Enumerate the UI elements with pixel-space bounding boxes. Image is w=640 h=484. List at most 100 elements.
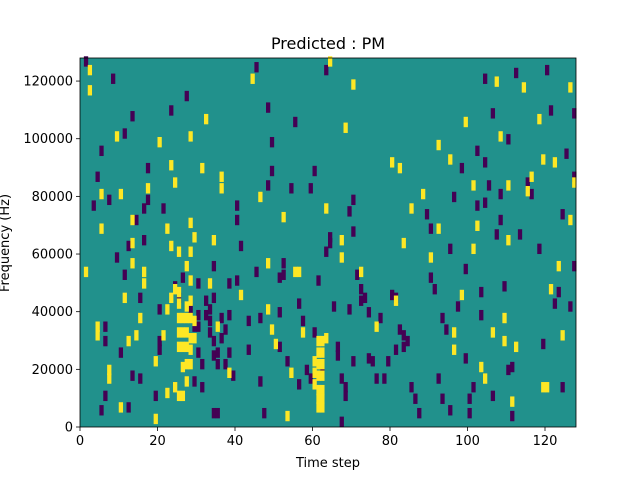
y-tick-label: 40000 — [32, 305, 73, 320]
heatmap-cell-low — [297, 379, 302, 390]
x-tick-label: 40 — [227, 434, 244, 449]
heatmap-cell-low — [537, 243, 542, 255]
heatmap-cell-high — [176, 327, 182, 338]
heatmap-cell-low — [254, 266, 259, 278]
heatmap-cell-high — [436, 223, 441, 234]
heatmap-cell-low — [479, 309, 484, 321]
heatmap-cell-high — [393, 295, 399, 306]
heatmap-cell-high — [184, 312, 189, 324]
heatmap-cell-low — [312, 327, 317, 338]
heatmap-cell-high — [180, 341, 186, 353]
heatmap-cell-low — [235, 275, 240, 286]
heatmap-cell-high — [258, 191, 263, 203]
heatmap-cell-high — [316, 370, 321, 381]
heatmap-cell-high — [320, 402, 325, 413]
heatmap-cell-low — [126, 240, 131, 252]
heatmap-cell-high — [99, 188, 104, 200]
heatmap-cell-low — [490, 390, 496, 402]
heatmap-cell-low — [238, 240, 244, 252]
heatmap-cell-high — [502, 312, 507, 324]
heatmap-cell-low — [517, 229, 523, 240]
heatmap-cell-high — [184, 341, 189, 353]
heatmap-cell-low — [335, 350, 341, 361]
heatmap-cell-low — [169, 105, 174, 116]
heatmap-cell-high — [514, 341, 519, 353]
heatmap-cell-high — [184, 327, 189, 338]
heatmap-cell-low — [126, 402, 131, 413]
x-tick-label: 100 — [455, 434, 480, 449]
heatmap-cell-low — [235, 200, 240, 211]
heatmap-cell-high — [273, 338, 279, 350]
x-tick-label: 20 — [149, 434, 166, 449]
heatmap-cell-low — [196, 321, 201, 332]
heatmap-cell-low — [335, 341, 341, 353]
heatmap-cell-low — [444, 324, 449, 335]
heatmap-cell-low — [351, 356, 356, 367]
heatmap-cell-low — [145, 194, 151, 206]
heatmap-cell-low — [211, 350, 217, 361]
heatmap-cell-high — [293, 266, 298, 278]
heatmap-cell-low — [103, 321, 108, 332]
y-tick-label: 100000 — [23, 132, 73, 147]
heatmap-cell-high — [95, 321, 100, 332]
heatmap-cell-low — [390, 289, 395, 301]
heatmap-cell-low — [401, 341, 406, 353]
heatmap-cell-high — [87, 85, 93, 96]
heatmap-cell-high — [130, 258, 135, 269]
heatmap-cell-high — [180, 312, 186, 324]
heatmap-cell-low — [219, 333, 224, 344]
heatmap-cell-high — [107, 364, 112, 376]
heatmap-cell-high — [266, 304, 271, 315]
heatmap-cell-low — [568, 301, 573, 312]
heatmap-cell-high — [328, 56, 333, 67]
heatmap-cell-low — [254, 62, 259, 73]
heatmap-cell-low — [99, 405, 104, 416]
heatmap-cell-high — [397, 162, 403, 174]
heatmap-cell-low — [192, 376, 197, 387]
heatmap-cell-high — [343, 122, 348, 133]
heatmap-cell-low — [304, 364, 310, 376]
heatmap-cell-low — [328, 237, 333, 249]
heatmap-cell-low — [324, 246, 329, 257]
heatmap-cell-high — [176, 341, 182, 353]
heatmap-cell-high — [506, 180, 511, 191]
heatmap-cell-low — [83, 56, 89, 67]
heatmap-cell-high — [165, 387, 170, 399]
heatmap-cell-high — [452, 327, 457, 338]
heatmap-cell-low — [200, 358, 205, 370]
heatmap-cell-low — [506, 134, 511, 145]
heatmap-cell-low — [211, 335, 217, 347]
heatmap-cell-low — [467, 393, 472, 404]
heatmap-cell-high — [436, 139, 441, 151]
heatmap-cell-low — [277, 307, 282, 318]
heatmap-cell-high — [324, 203, 329, 214]
heatmap-cell-high — [525, 186, 530, 197]
heatmap-cell-high — [173, 284, 178, 295]
heatmap-cell-high — [188, 217, 193, 229]
heatmap-cell-low — [483, 197, 488, 208]
heatmap-cell-high — [153, 356, 158, 367]
y-tick-label: 60000 — [32, 248, 73, 263]
heatmap-cell-high — [130, 214, 135, 226]
heatmap-cell-low — [355, 269, 360, 280]
heatmap-cell-high — [498, 131, 503, 142]
heatmap-cell-low — [122, 269, 127, 280]
heatmap-cell-low — [227, 309, 232, 321]
heatmap-cell-high — [87, 64, 93, 76]
heatmap-cell-high — [289, 367, 294, 378]
heatmap-cell-low — [359, 295, 364, 306]
heatmap-cell-high — [568, 214, 573, 226]
heatmap-cell-high — [359, 266, 364, 278]
heatmap-cell-high — [200, 162, 205, 174]
heatmap-cell-high — [548, 284, 554, 295]
y-axis-label: Frequency (Hz) — [0, 194, 13, 292]
heatmap-cell-high — [126, 335, 131, 347]
heatmap-cell-high — [339, 252, 344, 263]
heatmap-cell-low — [258, 312, 263, 324]
heatmap-cell-low — [200, 382, 205, 393]
heatmap-cell-low — [413, 393, 418, 404]
heatmap-cell-low — [347, 206, 352, 217]
heatmap-cell-low — [246, 344, 251, 355]
heatmap-cell-low — [529, 188, 534, 200]
heatmap-cell-high — [134, 330, 139, 341]
